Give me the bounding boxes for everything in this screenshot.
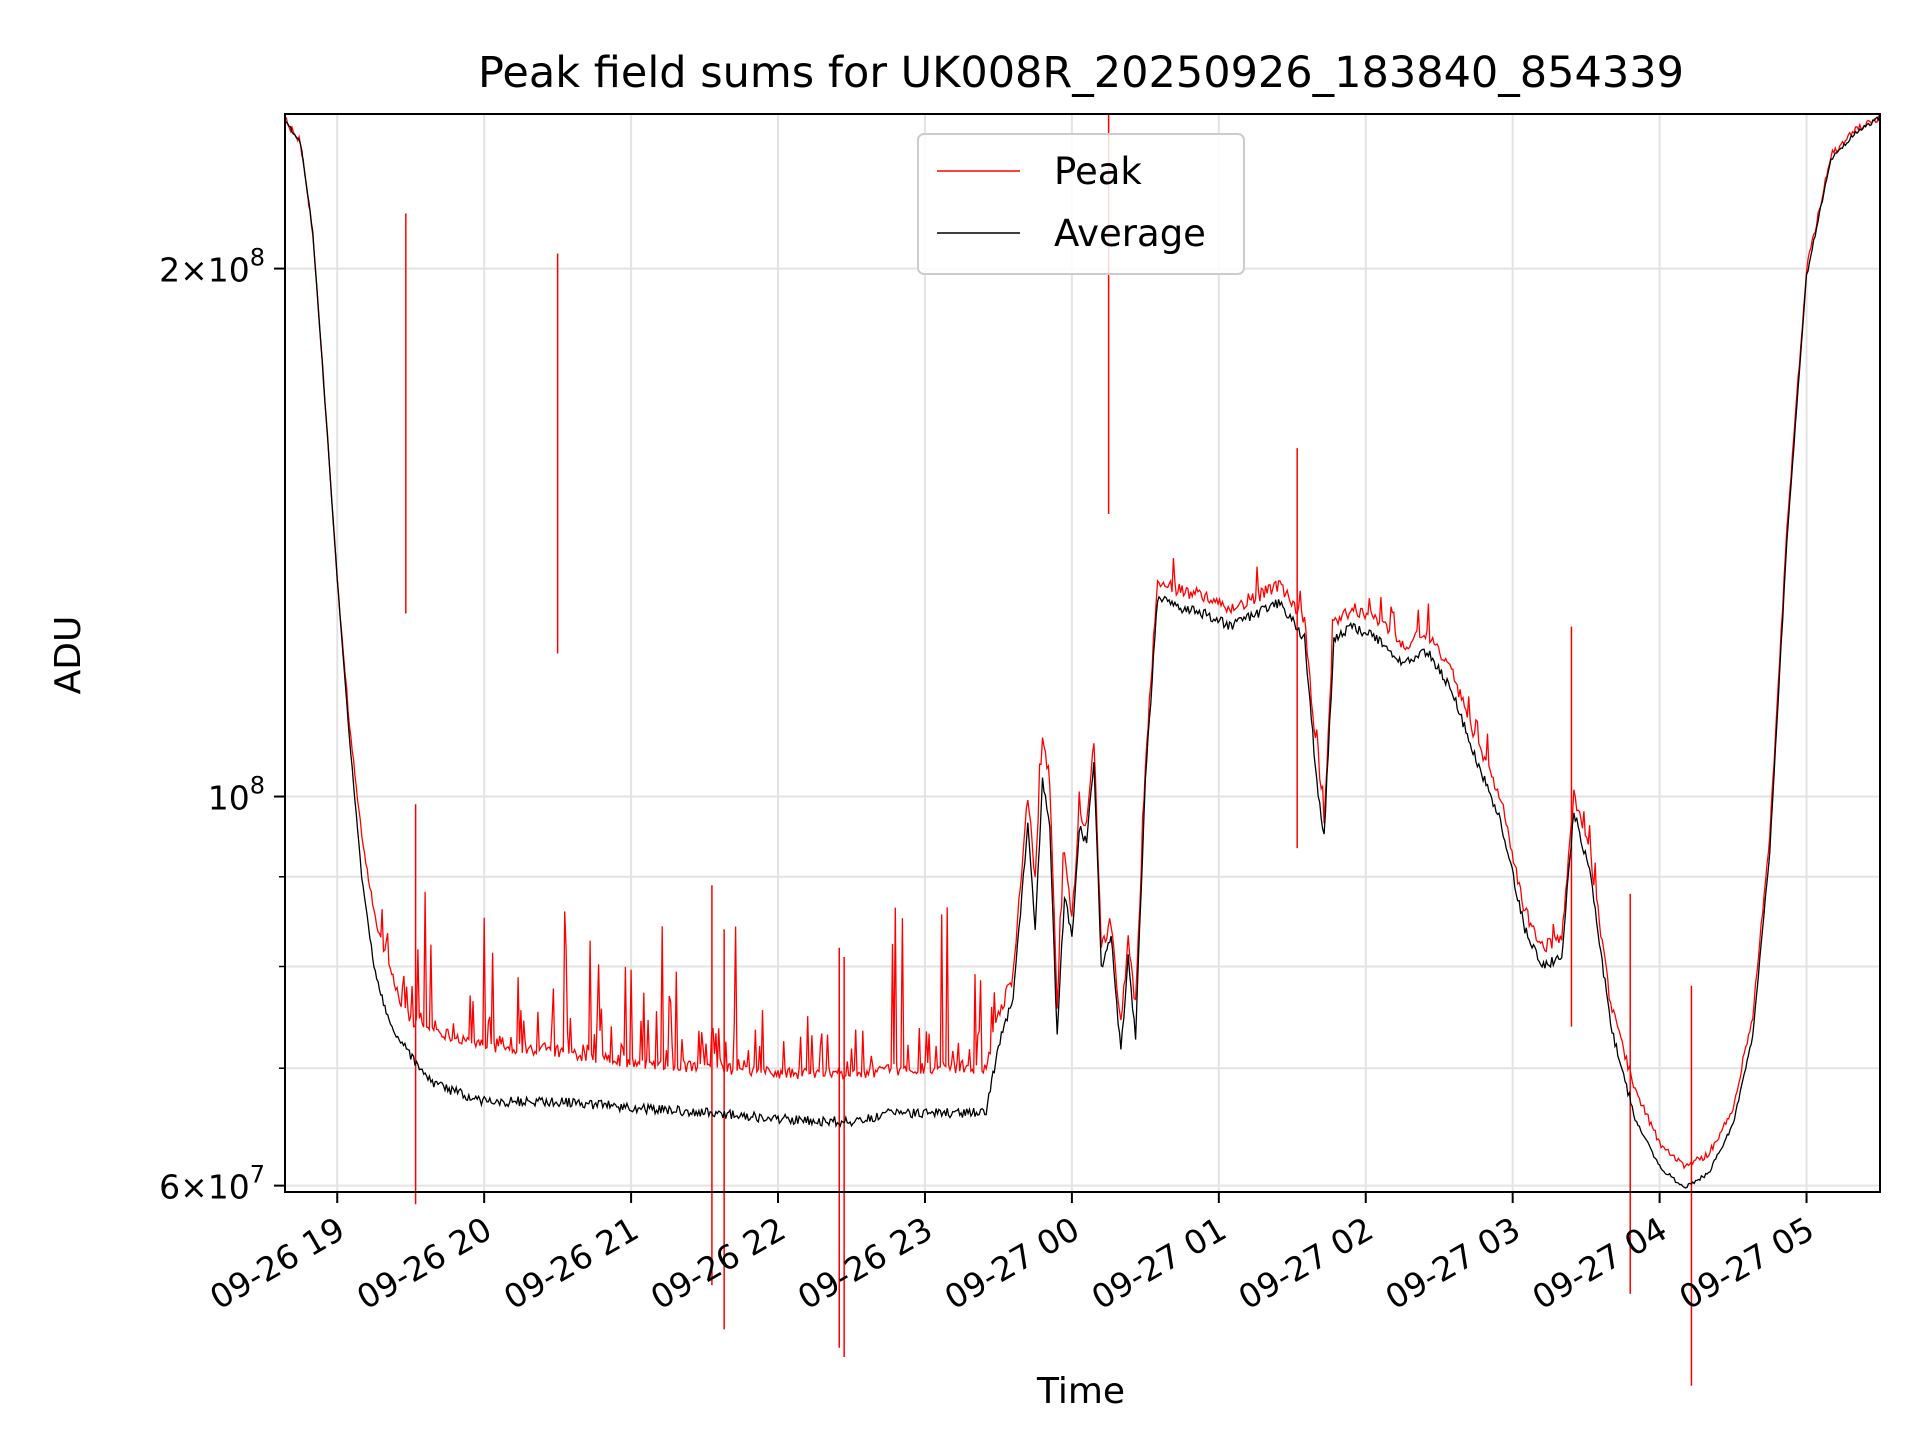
y-tick-label: 2×108: [159, 244, 265, 290]
plot-area: [284, 114, 1881, 1386]
x-axis-label: Time: [1036, 1371, 1125, 1412]
y-tick-base: 10: [208, 779, 250, 818]
y-tick-label: 108: [208, 772, 265, 818]
axes: [284, 113, 1881, 1193]
legend-frame: [917, 133, 1245, 275]
y-tick-exponent: 8: [250, 244, 265, 272]
series-line-peak: [284, 114, 1881, 1170]
y-tick-exponent: 7: [250, 1161, 265, 1189]
y-axis-label: ADU: [48, 616, 89, 695]
legend-label-peak: Peak: [1054, 150, 1142, 193]
y-tick-base: 2×10: [159, 251, 250, 290]
chart-title: Peak field sums for UK008R_20250926_1838…: [478, 48, 1684, 98]
legend: Peak Average: [917, 133, 1245, 275]
y-tick-base: 6×10: [159, 1168, 250, 1207]
series-line-average: [284, 115, 1881, 1189]
y-tick-exponent: 8: [250, 772, 265, 800]
plot-frame: [284, 113, 1881, 1193]
y-tick-label: 6×107: [159, 1161, 265, 1207]
legend-label-average: Average: [1054, 212, 1206, 255]
